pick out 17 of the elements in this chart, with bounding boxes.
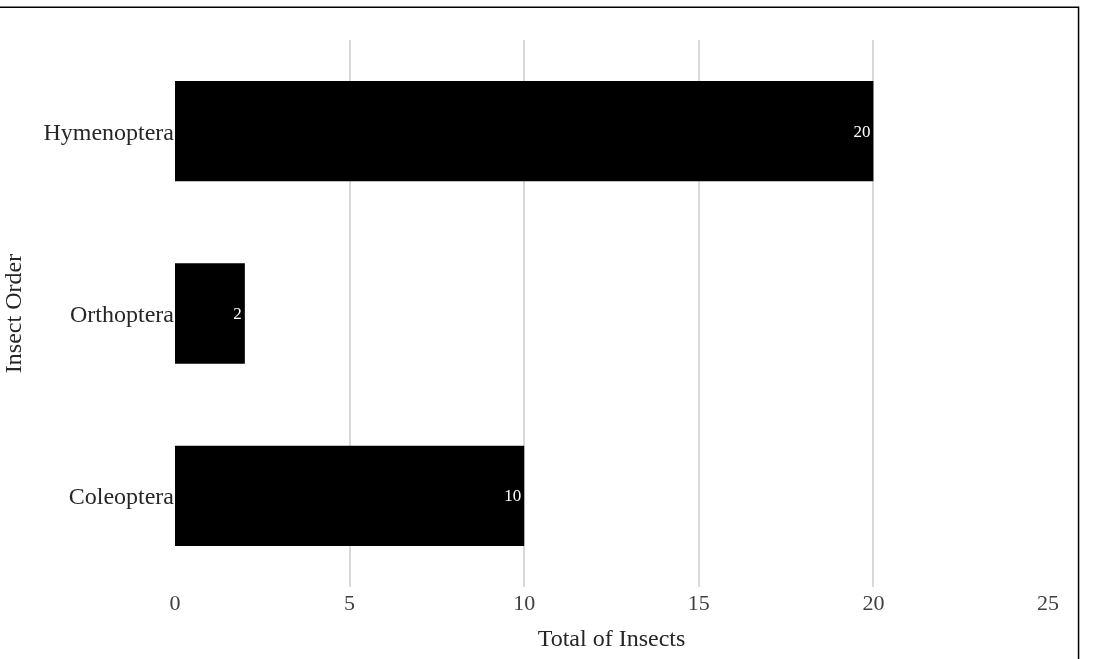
x-tick-label: 25: [1037, 590, 1059, 615]
x-tick-label: 5: [344, 590, 356, 615]
bar: [175, 263, 245, 364]
y-tick-label: Coleoptera: [68, 483, 175, 510]
y-axis-title: Insect Order: [0, 253, 26, 374]
x-tick-label: 20: [862, 590, 885, 615]
data-label: 20: [853, 121, 871, 141]
data-label: 2: [233, 304, 242, 323]
y-tick-label: Orthoptera: [70, 300, 175, 327]
x-tick-label: 10: [513, 590, 536, 615]
x-tick-label: 0: [169, 590, 181, 615]
x-axis-title: Total of Insects: [537, 625, 686, 652]
data-label: 10: [504, 486, 522, 506]
y-tick-label: Hymenoptera: [43, 118, 175, 145]
x-tick-label: 15: [687, 590, 710, 615]
bar: [175, 81, 874, 182]
bar: [175, 445, 525, 546]
